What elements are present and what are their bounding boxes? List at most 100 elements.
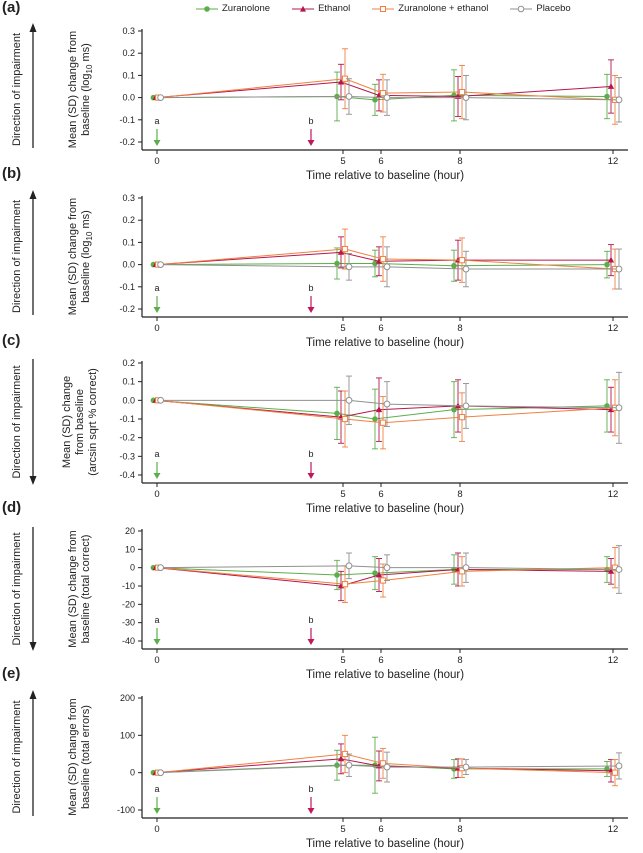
y-tick-label: -0.3 [119, 451, 135, 461]
data-point-plc [615, 96, 623, 104]
marker-b-label: b [308, 449, 313, 459]
y-axis-label: Mean (SD) change from [67, 698, 79, 815]
data-point-plc [615, 762, 623, 770]
data-point-eth [607, 83, 615, 89]
impairment-arrow-head [29, 190, 37, 199]
data-point-zureth [379, 419, 387, 426]
x-tick-label: 6 [378, 156, 383, 167]
legend-item-ethanol: Ethanol [292, 3, 350, 14]
data-point-zureth [379, 90, 387, 97]
marker-a-arrowhead [153, 140, 161, 146]
legend-label-ethanol: Ethanol [318, 3, 351, 14]
data-point-zureth [458, 88, 466, 96]
y-tick-label: 0.0 [122, 395, 135, 405]
data-point-eth [607, 567, 615, 574]
legend: Zuranolone Ethanol Zuranolone + ethanol … [196, 3, 593, 14]
data-point-plc [615, 404, 623, 412]
direction-of-impairment-label: Direction of impairment [11, 700, 23, 813]
data-point-plc [462, 402, 470, 410]
y-axis-label: from baseline [74, 389, 86, 455]
x-tick-label: 12 [608, 156, 619, 167]
x-tick-label: 5 [340, 655, 345, 666]
x-tick-label: 0 [154, 824, 159, 835]
marker-b-arrowhead [307, 639, 315, 645]
data-point-plc [462, 564, 470, 572]
marker-b-arrowhead [307, 473, 315, 479]
data-point-plc [345, 761, 353, 769]
data-point-plc [615, 265, 623, 273]
y-tick-label: 10 [125, 544, 135, 554]
data-point-plc [383, 94, 391, 101]
x-tick-label: 12 [608, 655, 619, 666]
x-tick-label: 0 [154, 489, 159, 500]
legend-label-zuranolone: Zuranolone [222, 3, 271, 14]
data-point-plc [383, 400, 391, 408]
data-point-plc [157, 261, 165, 269]
data-point-plc [615, 566, 623, 573]
y-tick-label: -0.4 [119, 470, 135, 480]
x-tick-label: 12 [608, 323, 619, 334]
data-point-plc [383, 763, 391, 771]
x-axis-label: Time relative to baseline (hour) [306, 503, 464, 515]
data-point-zureth [341, 415, 349, 423]
data-point-eth [375, 571, 383, 578]
legend-item-zuranolone: Zuranolone [196, 3, 270, 14]
y-axis-label: Mean (SD) change from [67, 198, 79, 315]
marker-a-label: a [154, 283, 159, 293]
data-point-eth [375, 406, 383, 413]
y-tick-label: -0.1 [119, 282, 135, 292]
marker-b-label: b [308, 116, 313, 126]
series-zur [150, 247, 610, 282]
data-point-eth [607, 256, 615, 263]
impairment-arrow-head [29, 23, 37, 32]
series-zureth [155, 379, 619, 450]
y-tick-label: -100 [117, 805, 135, 815]
y-axis-label: baseline (total correct) [80, 535, 92, 644]
y-tick-label: -0.2 [119, 137, 135, 147]
y-tick-label: 0.0 [122, 260, 135, 270]
y-tick-label: 200 [120, 693, 135, 703]
data-point-plc [157, 94, 165, 101]
y-tick-label: 0.2 [122, 215, 135, 225]
impairment-arrow-head [29, 476, 37, 485]
y-tick-label: 0.2 [122, 48, 135, 58]
y-tick-label: -0.1 [119, 414, 135, 424]
y-tick-label: 0 [130, 768, 135, 778]
data-point-zur [451, 262, 457, 269]
y-axis-label: Mean (SD) change [61, 376, 73, 468]
data-point-zur [334, 410, 340, 417]
series-eth [152, 59, 615, 117]
panel-b: (b) Direction of impairment Mean (SD) chan… [2, 165, 628, 349]
y-axis-label: baseline (total errors) [80, 705, 92, 809]
x-tick-label: 6 [378, 489, 383, 500]
data-point-zur [372, 260, 378, 267]
data-point-plc [157, 564, 165, 572]
y-tick-label: -0.1 [119, 115, 135, 125]
x-tick-label: 12 [608, 824, 619, 835]
data-point-plc [345, 396, 353, 404]
data-point-zureth [458, 414, 466, 421]
panel-a: (a) Direction of impairment Mean (SD) chan… [2, 0, 628, 182]
series-plc [157, 371, 623, 444]
impairment-arrow-head [29, 642, 37, 651]
x-tick-label: 6 [378, 323, 383, 334]
panel-d: (d) Direction of impairment Mean (SD) chan… [2, 499, 628, 681]
y-tick-label: 100 [120, 730, 135, 740]
x-tick-label: 8 [457, 824, 462, 835]
y-axis-label: Mean (SD) change from [67, 31, 79, 148]
x-tick-label: 0 [154, 655, 159, 666]
series-plc [157, 545, 623, 594]
x-tick-label: 0 [154, 323, 159, 334]
x-tick-label: 5 [340, 323, 345, 334]
marker-a-arrowhead [153, 307, 161, 313]
data-point-zur [334, 260, 340, 267]
data-point-plc [462, 763, 470, 771]
data-point-zureth [341, 245, 349, 253]
y-tick-label: 0.2 [122, 358, 135, 368]
series-plc [157, 246, 623, 290]
x-tick-label: 5 [340, 489, 345, 500]
x-axis-label: Time relative to baseline (hour) [306, 838, 464, 850]
marker-a-label: a [154, 116, 159, 126]
data-point-zureth [379, 760, 387, 767]
